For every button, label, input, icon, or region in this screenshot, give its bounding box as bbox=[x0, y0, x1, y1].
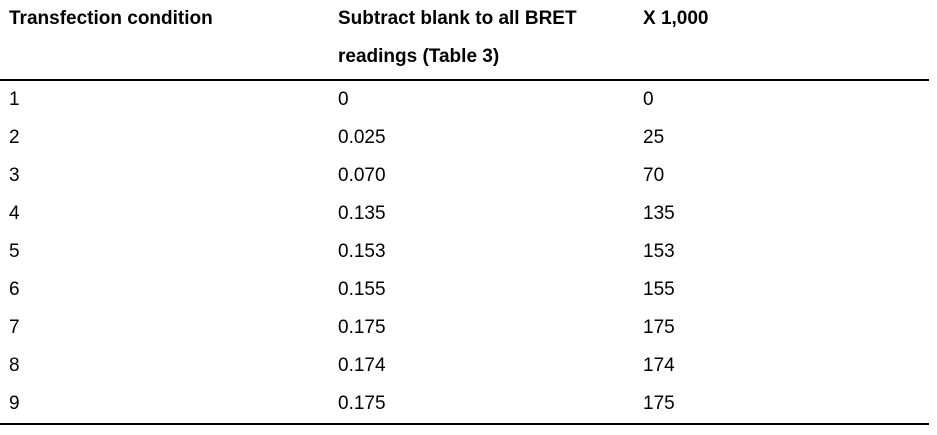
cell-condition: 2 bbox=[9, 127, 20, 148]
header-subtract-blank: Subtract blank to all BRET readings (Tab… bbox=[329, 0, 634, 81]
cell-subtracted-value: 0.174 bbox=[338, 355, 386, 376]
cell-condition: 6 bbox=[9, 279, 20, 300]
cell-subtracted-value: 0 bbox=[338, 89, 349, 110]
table-row: 6 0.155 155 bbox=[0, 271, 929, 309]
table-row: 4 0.135 135 bbox=[0, 195, 929, 233]
table-body: 1 0 0 2 0.025 25 3 0.070 70 4 0.135 135 5 0.153 153 6 0.… bbox=[0, 80, 929, 425]
cell-condition: 5 bbox=[9, 241, 20, 262]
cell-subtracted-value: 0.153 bbox=[338, 241, 386, 262]
cell-condition: 7 bbox=[9, 317, 20, 338]
cell-scaled-value: 25 bbox=[643, 127, 665, 148]
header-x-1000: X 1,000 bbox=[634, 0, 929, 81]
table-row: 5 0.153 153 bbox=[0, 233, 929, 271]
cell-subtracted-value: 0.175 bbox=[329, 385, 634, 425]
table-row: 7 0.175 175 bbox=[0, 309, 929, 347]
header-transfection-condition: Transfection condition bbox=[0, 0, 329, 81]
cell-scaled-value: 70 bbox=[643, 165, 665, 186]
cell-subtracted-value: 0.025 bbox=[338, 127, 386, 148]
cell-subtracted-value: 0.070 bbox=[338, 165, 386, 186]
cell-scaled-value: 175 bbox=[643, 317, 675, 338]
cell-subtracted-value: 0.155 bbox=[338, 279, 386, 300]
table-row: 8 0.174 174 bbox=[0, 347, 929, 385]
cell-scaled-value: 155 bbox=[643, 279, 675, 300]
table-header-row: Transfection condition Subtract blank to… bbox=[0, 0, 929, 81]
cell-subtracted-value: 0.135 bbox=[338, 203, 386, 224]
table-row: 2 0.025 25 bbox=[0, 119, 929, 157]
cell-scaled-value: 174 bbox=[643, 355, 675, 376]
table-row: 1 0 0 bbox=[0, 80, 929, 119]
cell-condition: 8 bbox=[9, 355, 20, 376]
cell-condition: 3 bbox=[9, 165, 20, 186]
cell-condition: 4 bbox=[9, 203, 20, 224]
cell-condition: 9 bbox=[0, 385, 329, 425]
table-row: 9 0.175 175 bbox=[0, 385, 929, 425]
cell-condition: 1 bbox=[9, 89, 20, 110]
table-row: 3 0.070 70 bbox=[0, 157, 929, 195]
cell-subtracted-value: 0.175 bbox=[338, 317, 386, 338]
cell-scaled-value: 153 bbox=[643, 241, 675, 262]
cell-scaled-value: 0 bbox=[643, 89, 654, 110]
cell-scaled-value: 135 bbox=[643, 203, 675, 224]
transfection-table: Transfection condition Subtract blank to… bbox=[0, 0, 929, 425]
cell-scaled-value: 175 bbox=[634, 385, 929, 425]
